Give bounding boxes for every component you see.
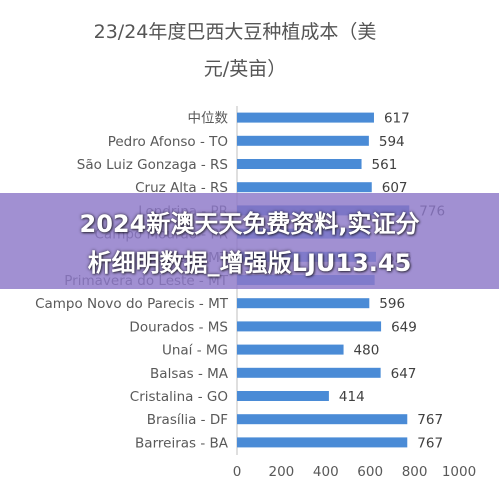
x-tick-label: 200: [269, 464, 295, 480]
bar: [237, 321, 382, 332]
bar: [237, 437, 408, 448]
x-tick-label: 1000: [442, 464, 476, 480]
bar: [237, 182, 372, 193]
x-tick-labels-layer: 0 200 400 600 800 1000: [233, 464, 476, 480]
watermark-text-line-1: 2024新澳天天免费资料,实证分: [79, 210, 420, 238]
bar: [237, 135, 369, 146]
bar: [237, 391, 329, 401]
value-label: 617: [384, 111, 410, 127]
value-label: 647: [391, 366, 417, 382]
value-label: 596: [379, 296, 405, 312]
category-label: Campo Novo do Parecis - MT: [35, 296, 229, 312]
bar: [237, 344, 344, 355]
bar: [237, 298, 370, 309]
category-label: 中位数: [188, 111, 229, 127]
category-label: Cristalina - GO: [130, 389, 228, 405]
value-label: 649: [391, 319, 417, 335]
value-label: 607: [382, 180, 408, 196]
category-label: Unaí - MG: [162, 343, 228, 359]
value-label: 561: [372, 157, 398, 173]
value-label: 767: [417, 435, 443, 451]
category-label: Barreiras - BA: [135, 435, 229, 451]
bar: [237, 367, 381, 378]
category-label: Pedro Afonso - TO: [108, 134, 228, 150]
chart-title-line-1: 23/24年度巴西大豆种植成本（美: [94, 21, 377, 43]
bar: [237, 159, 362, 169]
category-label: Cruz Alta - RS: [135, 180, 228, 196]
x-tick-label: 0: [233, 464, 242, 480]
category-label: Dourados - MS: [129, 319, 228, 335]
watermark-text-line-2: 析细明数据_增强版LJU13.45: [87, 249, 412, 277]
x-tick-label: 800: [402, 464, 428, 480]
x-tick-label: 600: [357, 464, 383, 480]
bar: [237, 112, 374, 123]
category-label: São Luiz Gonzaga - RS: [77, 157, 228, 173]
category-label: Balsas - MA: [150, 366, 229, 382]
bar: [237, 414, 408, 425]
value-label: 480: [354, 343, 380, 359]
watermark-banner: [0, 193, 499, 289]
value-label: 767: [417, 412, 443, 428]
category-label: Brasília - DF: [147, 412, 228, 428]
chart-title-line-2: 元/英亩）: [204, 58, 286, 80]
value-label: 594: [379, 134, 405, 150]
value-label: 414: [339, 389, 365, 405]
x-tick-label: 400: [313, 464, 339, 480]
